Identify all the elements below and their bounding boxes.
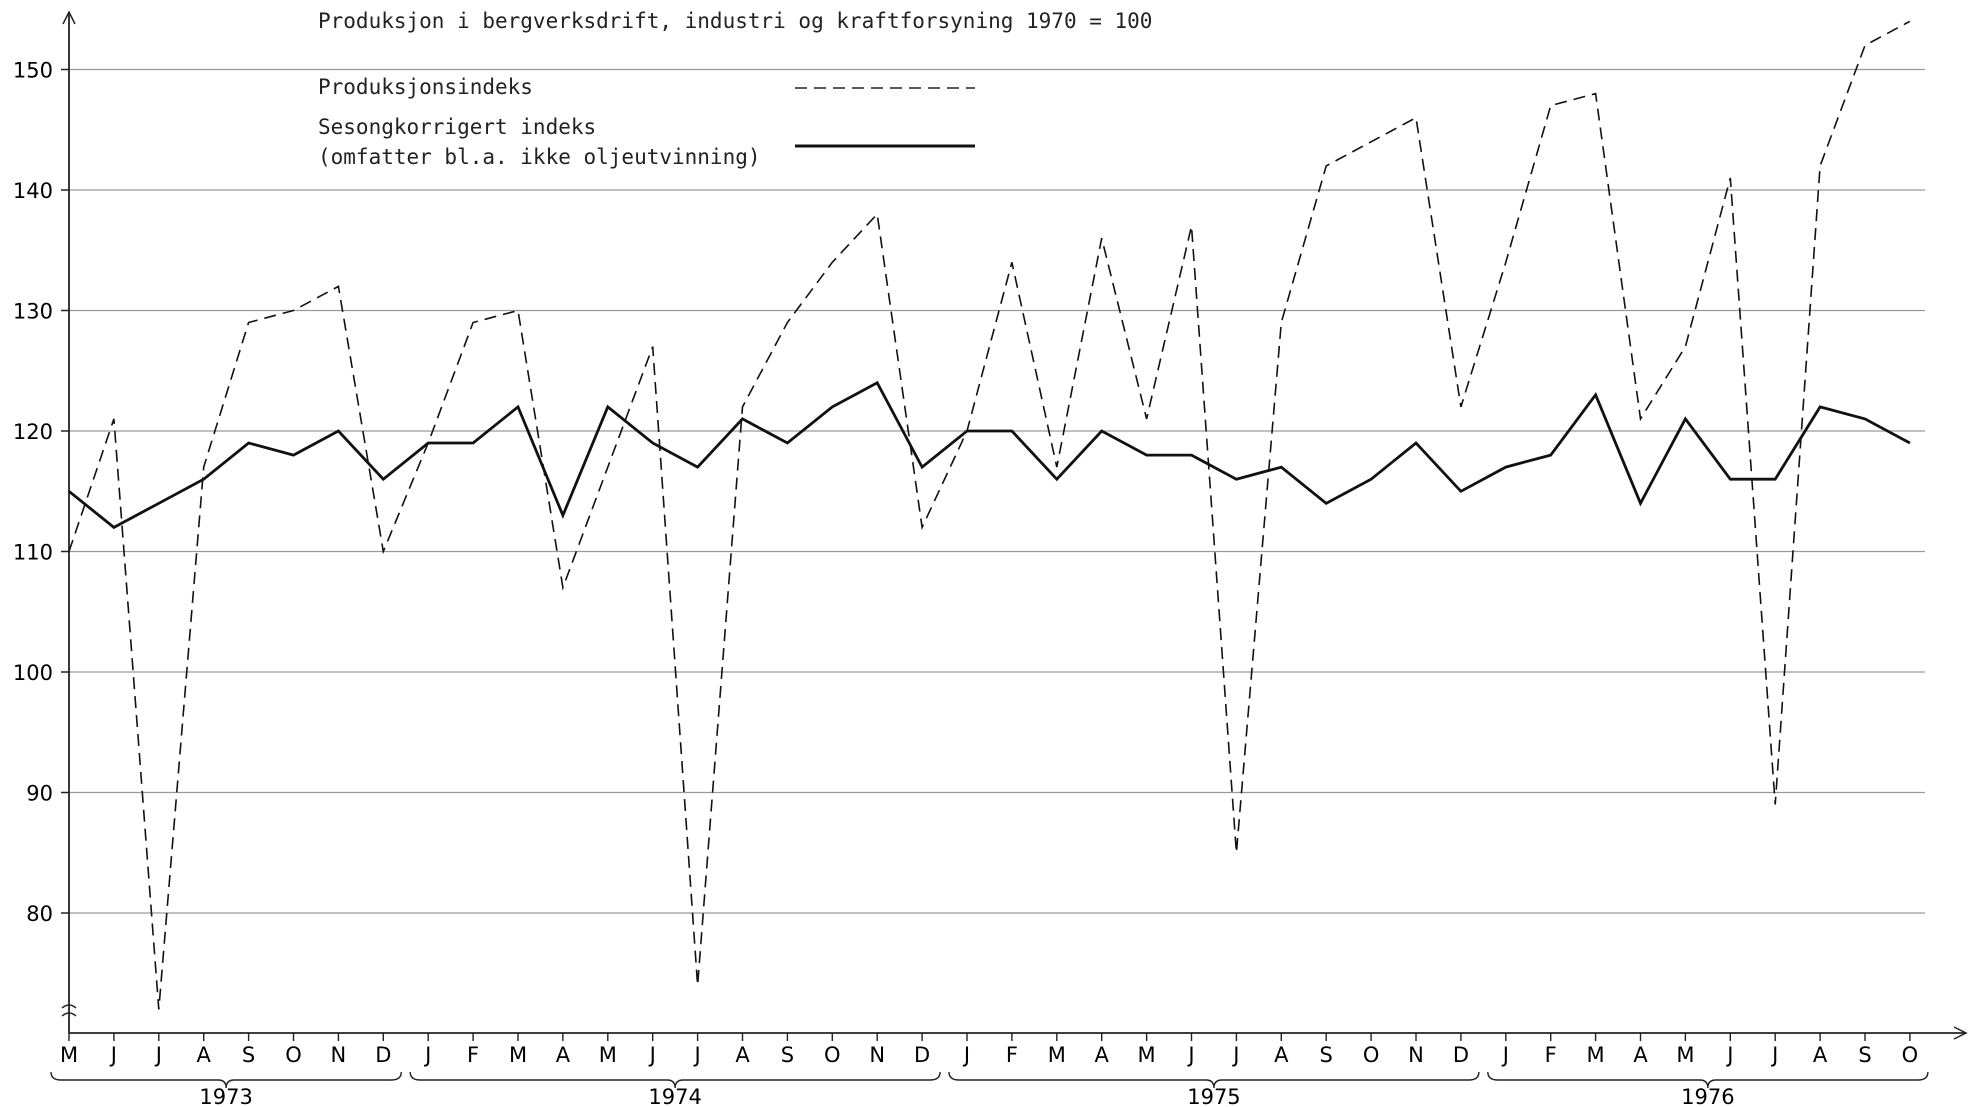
x-tick-label: M [1676,1043,1694,1067]
x-tick-label: J [1725,1043,1733,1067]
legend-label-produksjonsindeks: Produksjonsindeks [318,75,533,99]
x-tick-label: J [423,1043,431,1067]
x-tick-label: F [467,1043,479,1067]
y-axis-arrow [62,10,76,25]
year-labels: 1973 1974 1975 1976 [50,1071,1929,1107]
x-tick-label: D [1453,1043,1469,1067]
axis-break-mark [61,1012,77,1017]
x-tick-label: N [869,1043,885,1067]
legend-label-sesongkorrigert: Sesongkorrigert indeks (omfatter bl.a. ik… [318,115,761,169]
year-brace [50,1071,402,1089]
x-tick-label: M [599,1043,617,1067]
y-tick-label: 130 [13,300,53,324]
x-tick-label: O [285,1043,302,1067]
y-tick-label: 80 [26,902,53,926]
x-tick-label: M [1587,1043,1605,1067]
x-tick-label: J [692,1043,700,1067]
x-tick-label: J [962,1043,970,1067]
x-tick-label: A [556,1043,571,1067]
x-tick-label: J [648,1043,656,1067]
y-tick-label: 120 [13,420,53,444]
x-tick-label: O [1902,1043,1919,1067]
legend-label-line: Sesongkorrigert indeks [318,115,596,139]
x-tick-label: S [1858,1043,1871,1067]
y-tick-label: 110 [13,541,53,565]
x-tick-label: J [1501,1043,1509,1067]
x-tick-label: J [1770,1043,1778,1067]
axis-break-mark [61,1004,77,1009]
x-tick-label: A [1095,1043,1110,1067]
x-tick-label: S [1320,1043,1333,1067]
x-tick-label: D [914,1043,930,1067]
x-tick-label: N [1408,1043,1424,1067]
year-brace [1487,1071,1929,1089]
x-tick-label: A [1274,1043,1289,1067]
y-tick-labels: 80 90 100 110 120 130 140 150 [13,59,53,927]
y-tick-label: 150 [13,59,53,83]
x-tick-label: F [1545,1043,1557,1067]
x-tick-label: A [1813,1043,1828,1067]
legend-label-line: (omfatter bl.a. ikke oljeutvinning) [318,145,761,169]
x-tick-label: D [375,1043,391,1067]
year-label: 1976 [1681,1085,1734,1107]
x-tick-label: J [1186,1043,1194,1067]
x-axis-arrow [1953,1026,1968,1040]
x-tick-label: M [1138,1043,1156,1067]
x-tick-label: J [154,1043,162,1067]
year-label: 1973 [199,1085,252,1107]
x-tick-label: J [109,1043,117,1067]
x-tick-label: F [1006,1043,1018,1067]
year-brace [948,1071,1480,1089]
x-tick-label: S [781,1043,794,1067]
x-tick-label: M [1048,1043,1066,1067]
axes [61,10,1968,1040]
x-tick-label: N [331,1043,347,1067]
x-tick-label: S [242,1043,255,1067]
year-label: 1975 [1187,1085,1240,1107]
year-label: 1974 [648,1085,701,1107]
x-tick-label: A [1633,1043,1648,1067]
x-tick-label: A [735,1043,750,1067]
y-tick-label: 100 [13,661,53,685]
x-tick-label: A [197,1043,212,1067]
x-tick-label: O [824,1043,841,1067]
x-tick-label: O [1363,1043,1380,1067]
series-line-produksjonsindeks [68,20,1911,1010]
y-tick-label: 140 [13,179,53,203]
x-tick-label: J [1231,1043,1239,1067]
y-tick-label: 90 [26,782,53,806]
year-brace [409,1071,941,1089]
legend: Produksjonsindeks Sesongkorrigert indeks… [318,75,975,169]
chart-title: Produksjon i bergverksdrift, industri og… [318,9,1152,33]
x-tick-label: M [509,1043,527,1067]
x-tick-label: M [60,1043,78,1067]
series-lines [68,20,1911,1010]
series-line-sesongkorrigert [68,380,1911,530]
